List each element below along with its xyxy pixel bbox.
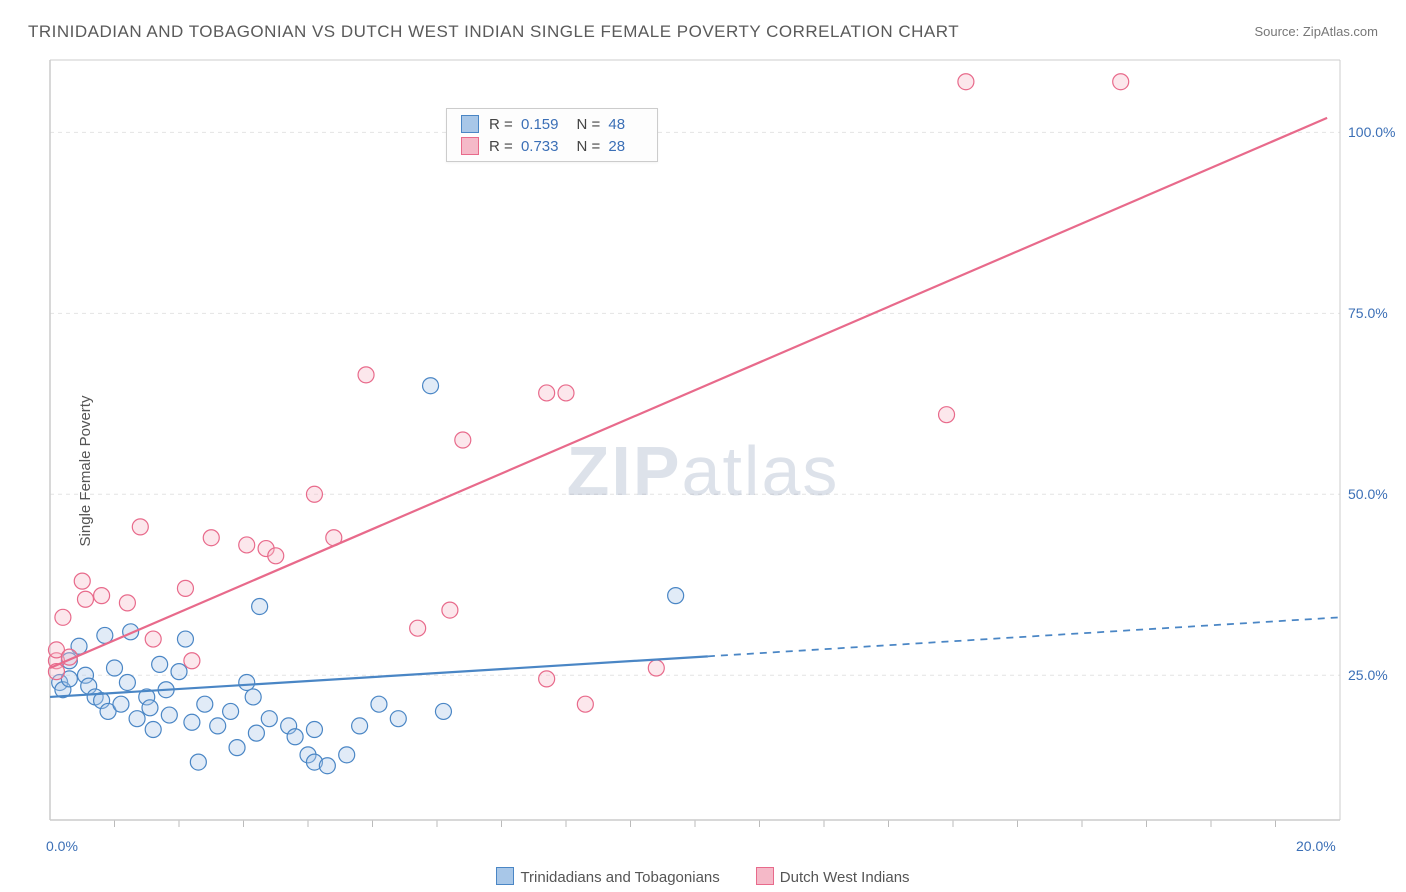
data-point — [119, 595, 135, 611]
data-point — [668, 588, 684, 604]
r-label: R = — [489, 116, 517, 133]
data-point — [161, 707, 177, 723]
data-point — [74, 573, 90, 589]
data-point — [268, 548, 284, 564]
legend-swatch — [461, 137, 479, 155]
legend-label: Trinidadians and Tobagonians — [520, 869, 719, 886]
legend-swatch — [496, 867, 514, 885]
y-tick-label: 75.0% — [1348, 305, 1388, 321]
data-point — [203, 530, 219, 546]
y-tick-label: 50.0% — [1348, 486, 1388, 502]
legend-item: Dutch West Indians — [756, 869, 910, 886]
data-point — [245, 689, 261, 705]
data-point — [229, 740, 245, 756]
correlation-stats-box: R = 0.159 N = 48 R = 0.733 N = 28 — [446, 108, 658, 162]
n-value: 28 — [608, 138, 625, 155]
n-value: 48 — [608, 116, 625, 133]
n-label: N = — [576, 116, 604, 133]
data-point — [410, 620, 426, 636]
data-point — [145, 722, 161, 738]
data-point — [319, 758, 335, 774]
data-point — [287, 729, 303, 745]
data-point — [352, 718, 368, 734]
x-tick-label: 0.0% — [46, 838, 78, 854]
data-point — [1113, 74, 1129, 90]
legend-swatch — [461, 115, 479, 133]
data-point — [152, 656, 168, 672]
data-point — [77, 591, 93, 607]
data-point — [261, 711, 277, 727]
data-point — [190, 754, 206, 770]
data-point — [939, 407, 955, 423]
data-point — [145, 631, 161, 647]
data-point — [358, 367, 374, 383]
data-point — [184, 714, 200, 730]
y-axis-label: Single Female Poverty — [77, 396, 94, 547]
source-prefix: Source: — [1254, 24, 1302, 39]
data-point — [558, 385, 574, 401]
x-tick-label: 20.0% — [1296, 838, 1336, 854]
data-point — [423, 378, 439, 394]
r-label: R = — [489, 138, 517, 155]
data-point — [958, 74, 974, 90]
data-point — [435, 703, 451, 719]
data-point — [119, 674, 135, 690]
y-tick-label: 25.0% — [1348, 667, 1388, 683]
data-point — [171, 664, 187, 680]
data-point — [252, 598, 268, 614]
legend-label: Dutch West Indians — [780, 869, 910, 886]
source-attribution: Source: ZipAtlas.com — [1254, 24, 1378, 39]
data-point — [248, 725, 264, 741]
data-point — [177, 580, 193, 596]
stat-row: R = 0.159 N = 48 — [447, 113, 657, 135]
data-point — [539, 385, 555, 401]
data-point — [55, 609, 71, 625]
data-point — [455, 432, 471, 448]
data-point — [94, 588, 110, 604]
data-point — [210, 718, 226, 734]
data-point — [197, 696, 213, 712]
chart-title: TRINIDADIAN AND TOBAGONIAN VS DUTCH WEST… — [28, 22, 959, 42]
data-point — [223, 703, 239, 719]
data-point — [539, 671, 555, 687]
bottom-legend: Trinidadians and Tobagonians Dutch West I… — [0, 867, 1406, 886]
data-point — [306, 722, 322, 738]
data-point — [339, 747, 355, 763]
chart-area: Single Female Poverty ZIPatlas R = 0.159… — [0, 50, 1406, 892]
data-point — [442, 602, 458, 618]
legend-item: Trinidadians and Tobagonians — [496, 869, 719, 886]
n-label: N = — [576, 138, 604, 155]
data-point — [648, 660, 664, 676]
r-value: 0.159 — [521, 116, 559, 133]
stat-row: R = 0.733 N = 28 — [447, 135, 657, 157]
data-point — [107, 660, 123, 676]
data-point — [132, 519, 148, 535]
data-point — [239, 674, 255, 690]
data-point — [577, 696, 593, 712]
y-tick-label: 100.0% — [1348, 124, 1395, 140]
scatter-plot-svg — [0, 50, 1406, 850]
data-point — [177, 631, 193, 647]
data-point — [113, 696, 129, 712]
source-link[interactable]: ZipAtlas.com — [1303, 24, 1378, 39]
data-point — [371, 696, 387, 712]
r-value: 0.733 — [521, 138, 559, 155]
legend-swatch — [756, 867, 774, 885]
data-point — [129, 711, 145, 727]
data-point — [239, 537, 255, 553]
data-point — [390, 711, 406, 727]
data-point — [306, 486, 322, 502]
data-point — [142, 700, 158, 716]
data-point — [184, 653, 200, 669]
